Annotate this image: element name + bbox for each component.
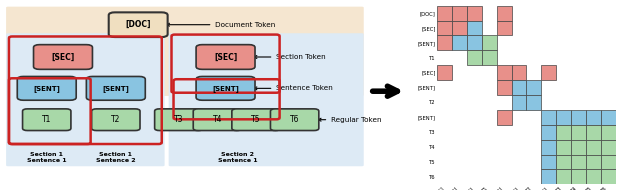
Bar xyxy=(437,21,452,36)
Bar xyxy=(527,95,541,110)
Text: T5: T5 xyxy=(252,115,260,124)
Text: [SENT]: [SENT] xyxy=(102,85,129,92)
Bar xyxy=(586,154,601,169)
Text: T3: T3 xyxy=(174,115,184,124)
Bar xyxy=(601,154,616,169)
Text: [SENT]: [SENT] xyxy=(212,85,239,92)
Bar xyxy=(437,65,452,80)
Bar xyxy=(511,65,527,80)
Bar xyxy=(467,50,482,65)
Text: [DOC]: [DOC] xyxy=(125,20,151,29)
Bar xyxy=(541,65,556,80)
Text: T4: T4 xyxy=(212,115,222,124)
Bar xyxy=(437,6,452,21)
Bar xyxy=(586,125,601,140)
Text: Regular Token: Regular Token xyxy=(318,117,381,123)
Text: Document Token: Document Token xyxy=(166,22,276,28)
FancyBboxPatch shape xyxy=(196,45,255,69)
FancyBboxPatch shape xyxy=(22,109,71,131)
Bar xyxy=(497,65,511,80)
Bar xyxy=(586,110,601,125)
Bar xyxy=(467,36,482,50)
Bar xyxy=(601,140,616,154)
Bar xyxy=(571,154,586,169)
Bar xyxy=(511,95,527,110)
Text: Section 2
Sentence 1: Section 2 Sentence 1 xyxy=(218,152,257,163)
Bar xyxy=(452,6,467,21)
Bar xyxy=(467,21,482,36)
Bar xyxy=(601,125,616,140)
Text: T2: T2 xyxy=(111,115,120,124)
Bar xyxy=(571,125,586,140)
Bar xyxy=(541,169,556,184)
FancyBboxPatch shape xyxy=(109,12,168,37)
Bar xyxy=(556,110,571,125)
Bar xyxy=(452,36,467,50)
Text: [SEC]: [SEC] xyxy=(214,52,237,62)
Bar xyxy=(511,80,527,95)
Bar xyxy=(497,110,511,125)
Text: [SEC]: [SEC] xyxy=(51,52,75,62)
FancyBboxPatch shape xyxy=(196,76,255,100)
Bar xyxy=(541,140,556,154)
Bar xyxy=(541,110,556,125)
Bar xyxy=(571,110,586,125)
Bar xyxy=(467,6,482,21)
FancyBboxPatch shape xyxy=(6,7,364,96)
Bar xyxy=(556,140,571,154)
FancyBboxPatch shape xyxy=(86,76,145,100)
Bar xyxy=(541,154,556,169)
FancyBboxPatch shape xyxy=(232,109,280,131)
Bar xyxy=(586,169,601,184)
Bar xyxy=(601,110,616,125)
Bar xyxy=(556,169,571,184)
Bar xyxy=(497,6,511,21)
Bar xyxy=(571,140,586,154)
Bar xyxy=(452,21,467,36)
Bar xyxy=(556,125,571,140)
Bar xyxy=(482,36,497,50)
FancyBboxPatch shape xyxy=(17,76,76,100)
Bar xyxy=(586,140,601,154)
Bar xyxy=(482,50,497,65)
Bar xyxy=(601,169,616,184)
FancyBboxPatch shape xyxy=(271,109,319,131)
Bar xyxy=(541,125,556,140)
FancyBboxPatch shape xyxy=(92,109,140,131)
Text: Section 1
Sentence 2: Section 1 Sentence 2 xyxy=(96,152,136,163)
Bar xyxy=(527,80,541,95)
Bar xyxy=(556,154,571,169)
Text: T6: T6 xyxy=(290,115,300,124)
Text: Sentence Token: Sentence Token xyxy=(254,85,333,91)
Text: T1: T1 xyxy=(42,115,51,124)
FancyBboxPatch shape xyxy=(33,45,92,69)
FancyBboxPatch shape xyxy=(155,109,203,131)
FancyBboxPatch shape xyxy=(169,33,364,166)
Bar xyxy=(571,169,586,184)
Text: [SENT]: [SENT] xyxy=(33,85,60,92)
FancyBboxPatch shape xyxy=(6,33,164,166)
FancyBboxPatch shape xyxy=(193,109,242,131)
Bar xyxy=(497,21,511,36)
Bar xyxy=(437,36,452,50)
Bar xyxy=(497,80,511,95)
Text: Section Token: Section Token xyxy=(254,54,326,60)
Text: Section 1
Sentence 1: Section 1 Sentence 1 xyxy=(27,152,67,163)
